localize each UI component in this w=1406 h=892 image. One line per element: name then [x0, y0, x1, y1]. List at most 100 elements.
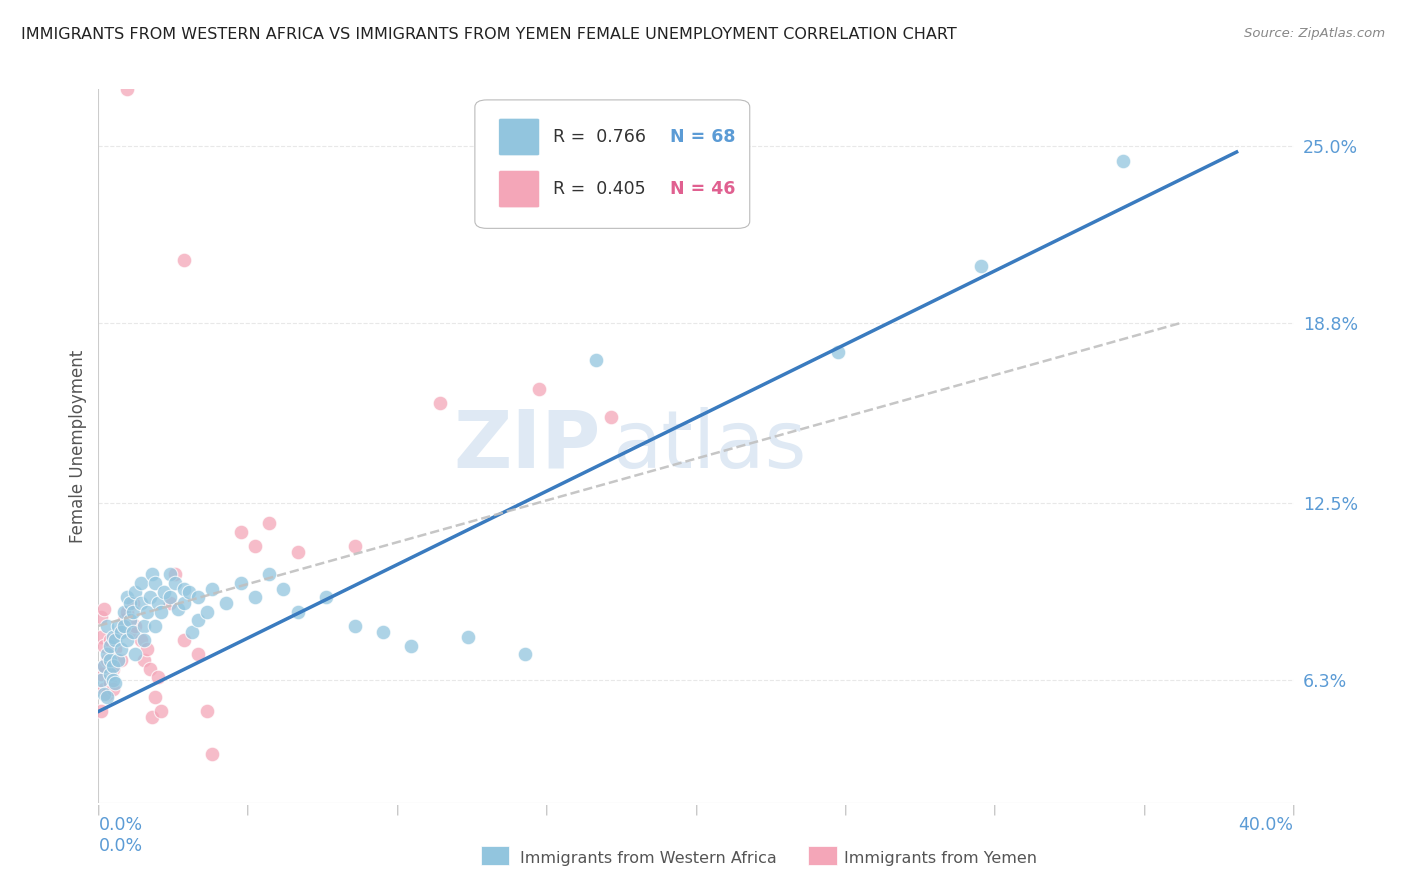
Text: N = 68: N = 68 [669, 128, 735, 146]
Text: IMMIGRANTS FROM WESTERN AFRICA VS IMMIGRANTS FROM YEMEN FEMALE UNEMPLOYMENT CORR: IMMIGRANTS FROM WESTERN AFRICA VS IMMIGR… [21, 27, 957, 42]
Point [132, 619, 155, 633]
Point [121, 596, 143, 610]
Point [124, 619, 146, 633]
Point [969, 259, 991, 273]
Point [90, 630, 112, 644]
Text: |: | [993, 805, 997, 815]
Point [124, 648, 146, 662]
Point [90, 667, 112, 681]
Point [287, 605, 309, 619]
Bar [481, 846, 509, 865]
Text: Immigrants from Western Africa: Immigrants from Western Africa [520, 851, 778, 865]
Point [148, 596, 170, 610]
Point [187, 613, 209, 627]
Point [150, 605, 173, 619]
Text: |: | [97, 805, 100, 815]
Point [138, 591, 160, 605]
Point [118, 596, 141, 610]
Point [141, 567, 163, 582]
Text: |: | [695, 805, 697, 815]
Y-axis label: Female Unemployment: Female Unemployment [69, 350, 87, 542]
Text: Immigrants from Yemen: Immigrants from Yemen [844, 851, 1036, 865]
Point [173, 582, 195, 596]
Point [165, 576, 187, 591]
Text: 40.0%: 40.0% [1239, 816, 1294, 834]
Point [181, 624, 204, 639]
Point [401, 639, 423, 653]
Point [132, 653, 155, 667]
Point [343, 619, 366, 633]
Point [98, 639, 121, 653]
Text: |: | [395, 805, 399, 815]
Point [515, 648, 537, 662]
Point [101, 681, 124, 696]
Point [287, 544, 309, 558]
Point [115, 82, 138, 96]
Point [143, 690, 166, 705]
Point [429, 396, 451, 410]
Point [150, 705, 173, 719]
Text: 0.0%: 0.0% [98, 816, 142, 834]
Point [101, 630, 124, 644]
Bar [808, 846, 837, 865]
Text: N = 46: N = 46 [669, 180, 735, 198]
Point [148, 670, 170, 684]
Point [129, 576, 152, 591]
Point [179, 584, 201, 599]
Point [1112, 153, 1135, 168]
Point [115, 605, 138, 619]
Point [457, 630, 479, 644]
Text: R =  0.766: R = 0.766 [553, 128, 645, 146]
Point [129, 633, 152, 648]
Point [101, 673, 124, 687]
Point [96, 653, 118, 667]
Point [173, 633, 195, 648]
Point [98, 676, 121, 690]
Point [118, 624, 141, 639]
FancyBboxPatch shape [499, 119, 540, 155]
Point [195, 605, 218, 619]
Point [101, 662, 124, 676]
FancyBboxPatch shape [499, 170, 540, 208]
Point [90, 673, 112, 687]
Point [93, 687, 115, 701]
Point [187, 648, 209, 662]
Text: |: | [544, 805, 548, 815]
Point [115, 591, 138, 605]
Point [118, 613, 141, 627]
Point [129, 596, 152, 610]
Point [167, 601, 190, 615]
Point [90, 610, 112, 624]
Text: |: | [1142, 805, 1146, 815]
Point [187, 591, 209, 605]
Point [195, 705, 218, 719]
Text: Source: ZipAtlas.com: Source: ZipAtlas.com [1244, 27, 1385, 40]
Point [132, 633, 155, 648]
Point [165, 567, 187, 582]
Point [371, 624, 394, 639]
Point [827, 344, 849, 359]
Point [96, 619, 118, 633]
Point [159, 567, 181, 582]
Point [343, 539, 366, 553]
Point [98, 633, 121, 648]
Point [159, 596, 181, 610]
Point [93, 681, 115, 696]
Text: |: | [246, 805, 250, 815]
Point [315, 591, 337, 605]
Point [101, 658, 124, 673]
Point [110, 641, 132, 656]
Point [90, 705, 112, 719]
FancyBboxPatch shape [475, 100, 749, 228]
Text: atlas: atlas [613, 407, 807, 485]
Point [141, 710, 163, 724]
Point [135, 641, 157, 656]
Point [124, 584, 146, 599]
Point [104, 641, 127, 656]
Point [98, 667, 121, 681]
Point [143, 576, 166, 591]
Point [243, 539, 266, 553]
Point [121, 605, 143, 619]
Point [96, 687, 118, 701]
Point [115, 633, 138, 648]
